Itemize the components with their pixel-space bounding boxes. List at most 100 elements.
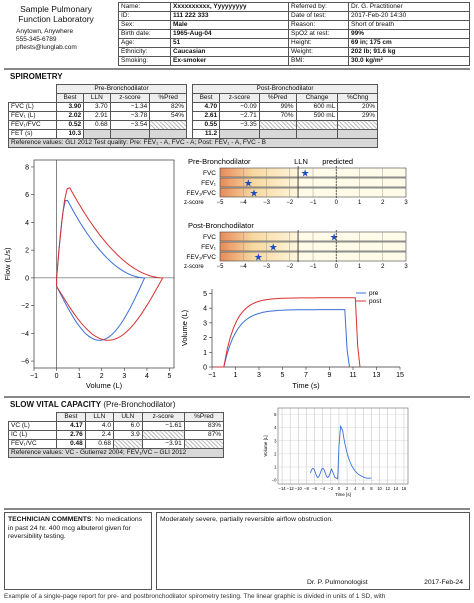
pre-value: −1.34 bbox=[109, 102, 151, 112]
x-tick-label: 16 bbox=[402, 486, 407, 491]
x-tick-label: 1 bbox=[77, 373, 81, 380]
x-tick-label: −4 bbox=[320, 486, 325, 491]
post-value bbox=[219, 129, 260, 139]
post-title: Post-Bronchodilator bbox=[188, 221, 254, 230]
z-tick-label: 1 bbox=[358, 264, 362, 270]
patient-value: Short of breath bbox=[348, 20, 470, 30]
post-value: 4.70 bbox=[192, 102, 221, 112]
abnormal-zone bbox=[219, 167, 299, 178]
y-tick-label: 2 bbox=[274, 451, 277, 456]
z-tick-label: −1 bbox=[310, 200, 318, 206]
post-value: 70% bbox=[258, 111, 297, 121]
row-label: FEV₁/VC bbox=[8, 439, 57, 449]
z-tick-label: 3 bbox=[404, 200, 408, 206]
col-header bbox=[9, 94, 57, 103]
x-axis-label: Time [s] bbox=[335, 492, 351, 497]
zscore-marker: ★ bbox=[269, 243, 278, 254]
x-tick-label: 11 bbox=[349, 372, 356, 379]
patient-value: 2017-Feb-20 14:30 bbox=[348, 11, 470, 21]
y-tick-label: 4 bbox=[203, 306, 207, 313]
post-value bbox=[258, 129, 297, 139]
col-header: %Pred bbox=[258, 93, 297, 103]
col-header: LLN bbox=[83, 93, 111, 103]
y-tick-label: 1 bbox=[203, 350, 207, 357]
pre-value bbox=[109, 129, 151, 139]
row-label: VC (L) bbox=[8, 421, 57, 431]
svc-value: 2.76 bbox=[56, 430, 86, 440]
patient-value: 1965-Aug-04 bbox=[170, 29, 289, 39]
patient-value: 111 222 333 bbox=[170, 11, 289, 21]
zscore-row-label: FVC bbox=[203, 234, 216, 241]
x-tick-label: −1 bbox=[208, 372, 216, 379]
normal-zone bbox=[297, 251, 407, 262]
x-tick-label: 3 bbox=[122, 373, 126, 380]
z-tick-label: −5 bbox=[217, 264, 225, 270]
post-value: 590 mL bbox=[295, 111, 339, 121]
abnormal-zone bbox=[219, 177, 299, 188]
post-value: 29% bbox=[337, 111, 378, 121]
x-tick-label: −2 bbox=[328, 486, 333, 491]
x-tick-label: 2 bbox=[346, 486, 349, 491]
interpretation-box: Moderately severe, partially reversible … bbox=[156, 512, 470, 590]
z-tick-label: 0 bbox=[335, 264, 339, 270]
z-tick-label: 0 bbox=[335, 200, 339, 206]
patient-value: 51 bbox=[170, 38, 289, 48]
patient-value: Ex-smoker bbox=[170, 56, 289, 66]
col-header: Change bbox=[295, 93, 339, 103]
spirometry-title: SPIROMETRY bbox=[10, 72, 63, 81]
zscore-marker: ★ bbox=[330, 233, 339, 244]
patient-table: Name: Xxxxxxxxxx, Yyyyyyyyy Referred by: Dr… bbox=[118, 2, 470, 66]
tech-comments-text: : No medications in past 24 hr. 400 mcg … bbox=[8, 516, 143, 540]
y-tick-label: 0 bbox=[203, 365, 207, 372]
x-axis-label: Time (s) bbox=[292, 381, 320, 390]
x-tick-label: 0 bbox=[55, 373, 59, 380]
lab-name-1: Sample Pulmonary bbox=[20, 4, 92, 14]
x-tick-label: 6 bbox=[362, 486, 365, 491]
row-label: FEV₁ (L) bbox=[8, 111, 57, 121]
post-value: 0.55 bbox=[192, 120, 221, 130]
patient-label: ID: bbox=[118, 11, 171, 21]
normal-zone bbox=[297, 187, 407, 198]
spirometry-reference: Reference values: GLI 2012 Test quality:… bbox=[8, 138, 378, 148]
col-header: z-score bbox=[219, 93, 260, 103]
y-tick-label: 5 bbox=[274, 412, 277, 417]
z-tick-label: 1 bbox=[358, 200, 362, 206]
patient-value: 30.0 kg/m² bbox=[348, 56, 470, 66]
pre-header: Pre-Bronchodilator bbox=[55, 84, 188, 94]
y-axis-label: Volume (L) bbox=[180, 309, 189, 346]
post-value: 2.61 bbox=[192, 111, 221, 121]
z-tick-label: 2 bbox=[381, 264, 385, 270]
y-tick-label: 5 bbox=[203, 291, 207, 298]
col-header: %Chng bbox=[337, 93, 378, 103]
post-value: 99% bbox=[258, 102, 297, 112]
svc-value: 83% bbox=[183, 421, 225, 431]
svc-row: VC (L) 4.17 4.0 6.0 −1.61 83% bbox=[8, 421, 225, 431]
z-tick-label: −2 bbox=[286, 264, 294, 270]
svc-value bbox=[112, 439, 143, 449]
col-header: Best bbox=[55, 93, 85, 103]
patient-value: Caucasian bbox=[170, 47, 289, 57]
lab-name-2: Function Laboratory bbox=[18, 14, 94, 24]
svc-value: 3.9 bbox=[112, 430, 143, 440]
pre-title: Pre-Bronchodilator bbox=[188, 157, 251, 166]
caption: Example of a single-page report for pre-… bbox=[4, 593, 386, 600]
x-tick-label: 7 bbox=[304, 372, 308, 379]
post-value: −0.09 bbox=[219, 102, 260, 112]
svc-value: 0.48 bbox=[56, 439, 86, 449]
pre-loop bbox=[56, 199, 146, 341]
patient-label: Sex: bbox=[118, 20, 171, 30]
zscore-marker: ★ bbox=[301, 169, 310, 180]
pre-value: 3.90 bbox=[55, 102, 85, 112]
post-value bbox=[337, 120, 378, 130]
x-tick-label: 2 bbox=[100, 373, 104, 380]
y-tick-label: 3 bbox=[274, 438, 277, 443]
x-tick-label: 5 bbox=[281, 372, 285, 379]
lab-phone: 555-345-6789 bbox=[16, 36, 57, 43]
svc-reference: Reference values: VC - Gutierrez 2004; F… bbox=[8, 448, 224, 458]
z-tick-label: −1 bbox=[310, 264, 318, 270]
lab-email: pftests@lunglab.com bbox=[16, 44, 77, 51]
abnormal-zone bbox=[219, 187, 299, 198]
normal-zone bbox=[297, 167, 407, 178]
signature: Dr. P. Pulmonologist 2017-Feb-24 bbox=[307, 579, 467, 586]
y-tick-label: −4 bbox=[21, 331, 29, 338]
